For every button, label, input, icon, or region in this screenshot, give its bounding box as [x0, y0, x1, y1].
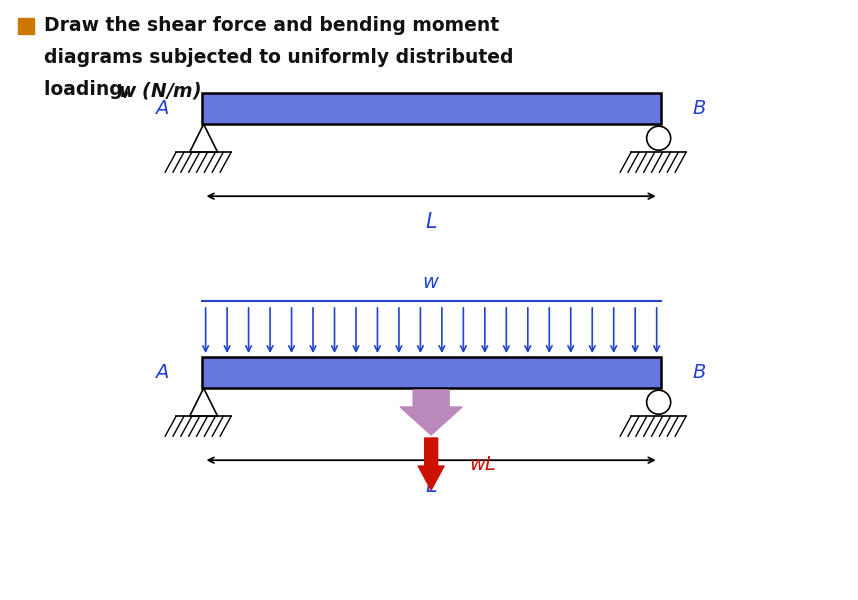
Text: diagrams subjected to uniformly distributed: diagrams subjected to uniformly distribu… [44, 48, 513, 67]
Bar [202, 93, 661, 124]
Text: $\mathit{L}$: $\mathit{L}$ [425, 212, 438, 232]
Text: $\mathit{B}$: $\mathit{B}$ [692, 363, 706, 382]
Text: $\mathit{wL}$: $\mathit{wL}$ [469, 455, 497, 473]
Text: Draw the shear force and bending moment: Draw the shear force and bending moment [44, 16, 499, 35]
Text: $\mathit{A}$: $\mathit{A}$ [154, 363, 169, 382]
Text: $\mathit{L}$: $\mathit{L}$ [425, 476, 438, 496]
Text: $\bfit{w}$ $\bfit{(N/m)}$: $\bfit{w}$ $\bfit{(N/m)}$ [118, 80, 202, 101]
FancyArrow shape [418, 438, 444, 490]
Text: $\mathit{B}$: $\mathit{B}$ [692, 99, 706, 118]
Text: $\mathit{A}$: $\mathit{A}$ [154, 99, 169, 118]
Text: $\mathit{w}$: $\mathit{w}$ [422, 274, 440, 292]
Bar [18, 18, 34, 34]
FancyArrow shape [400, 390, 462, 435]
Bar [202, 357, 661, 388]
Text: loading,: loading, [44, 80, 136, 99]
